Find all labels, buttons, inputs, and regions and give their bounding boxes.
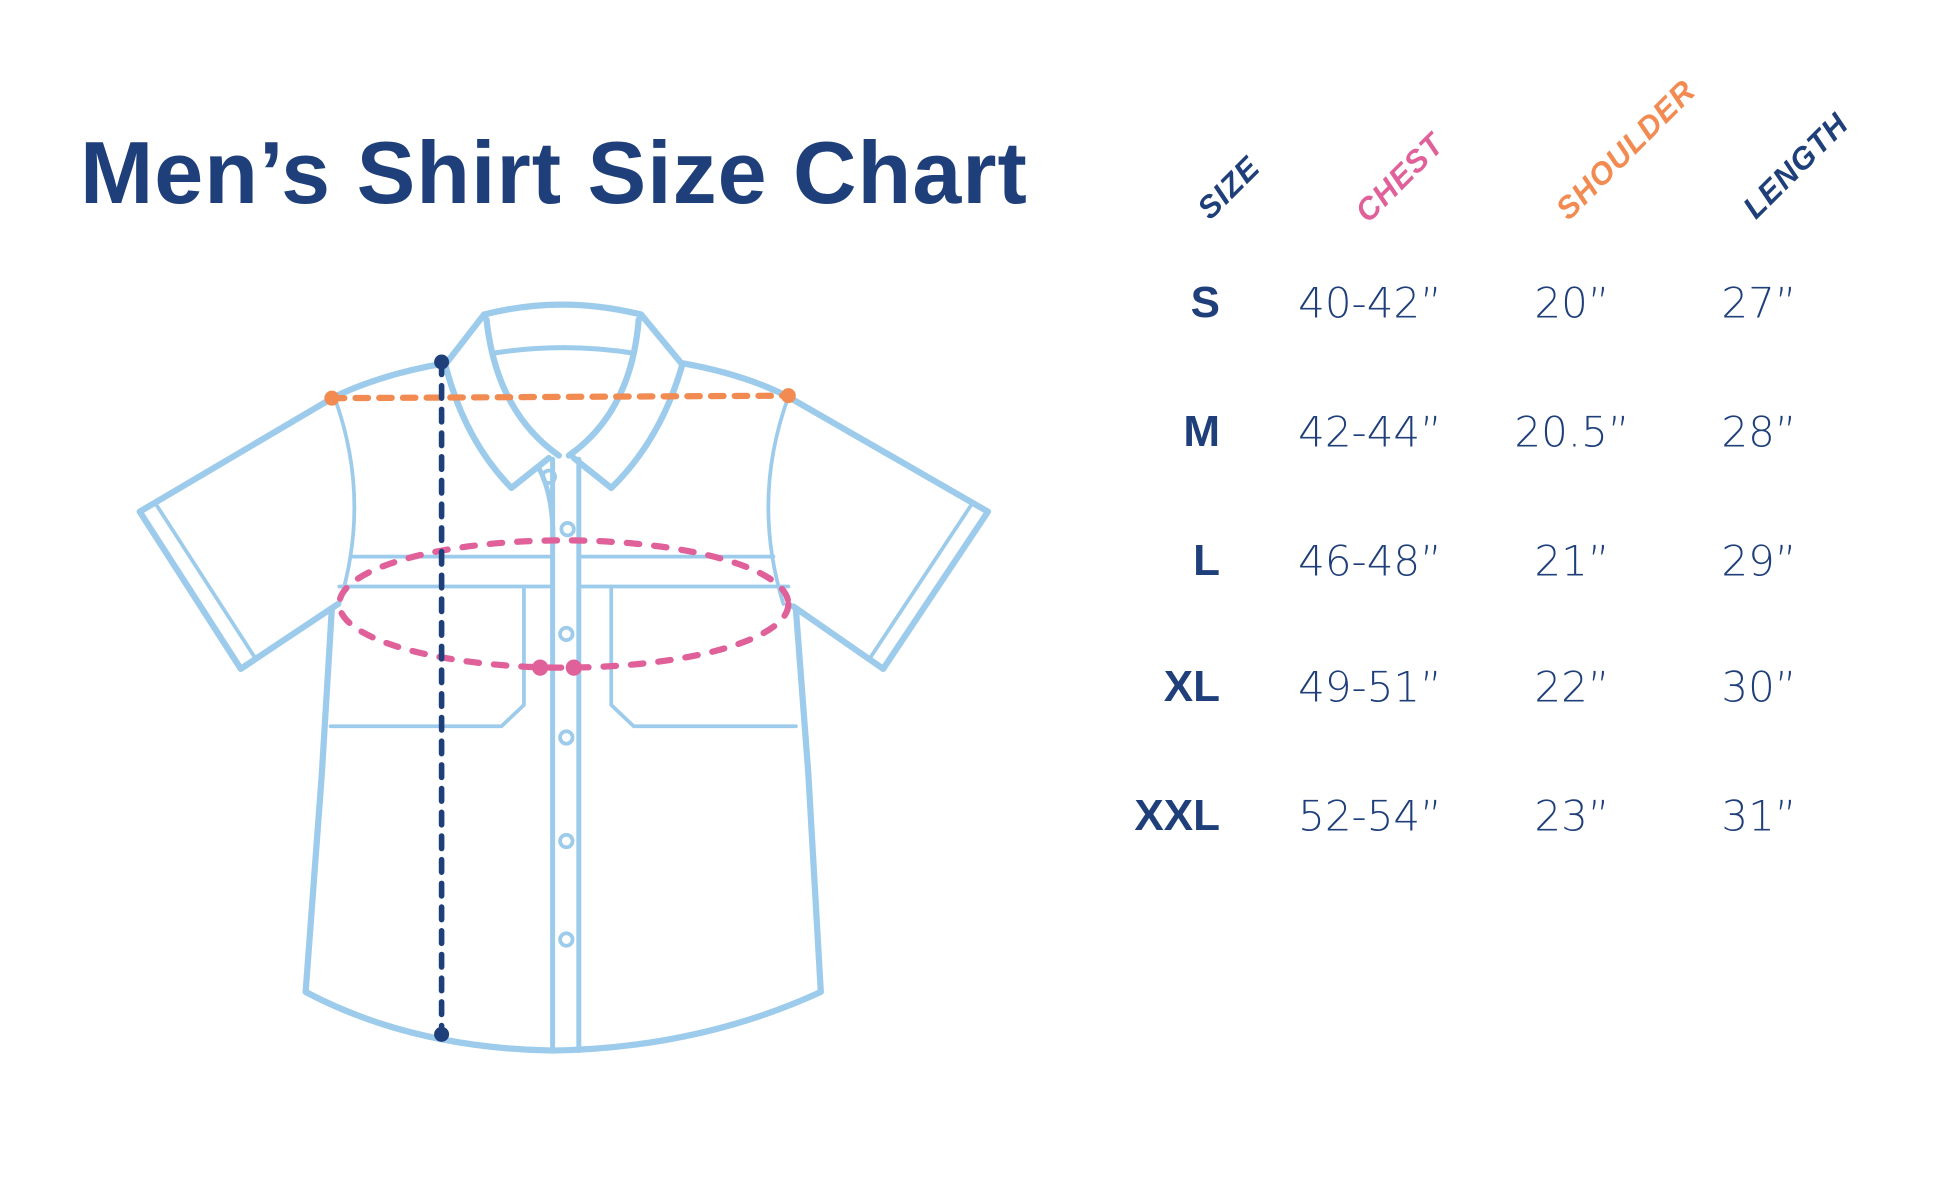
size-label: M	[1183, 407, 1220, 456]
button	[558, 832, 575, 850]
shoulder-value: 20.5”	[1514, 407, 1630, 457]
size-label: XXL	[1134, 791, 1220, 840]
yoke	[337, 554, 791, 589]
collar-right	[565, 311, 686, 492]
right-cuff	[867, 502, 974, 661]
button	[540, 468, 557, 485]
shirt-outline	[136, 301, 992, 1054]
placket	[536, 456, 582, 1054]
button	[558, 729, 575, 746]
size-label: L	[1193, 536, 1220, 585]
length-measure	[434, 354, 450, 1042]
collar-inner-line	[490, 345, 637, 356]
right-pocket	[609, 584, 798, 729]
shoulder-value: 20”	[1534, 278, 1610, 328]
size-label: S	[1190, 278, 1220, 327]
length-value: 31”	[1721, 791, 1797, 841]
length-value: 29”	[1721, 536, 1797, 586]
left-shoulder-sleeve	[136, 360, 449, 672]
chest-value: 40-42”	[1298, 278, 1442, 328]
shoulder-value: 22”	[1534, 662, 1610, 712]
chest-value: 46-48”	[1298, 536, 1442, 586]
size-label: XL	[1163, 662, 1220, 711]
button	[558, 625, 575, 643]
left-armhole	[332, 395, 357, 606]
length-value: 28”	[1721, 407, 1797, 457]
left-cuff	[154, 502, 258, 661]
shoulder-value: 23”	[1534, 791, 1610, 841]
body	[302, 605, 824, 1054]
chest-value: 52-54”	[1298, 791, 1442, 841]
right-shoulder-sleeve	[679, 360, 992, 672]
shoulder-measure	[324, 388, 796, 406]
right-armhole	[766, 395, 791, 606]
left-pocket	[328, 584, 526, 729]
collar-stand	[480, 301, 645, 318]
page-title: Men’s Shirt Size Chart	[80, 123, 1028, 222]
buttons	[540, 468, 576, 948]
button	[559, 521, 576, 538]
length-value: 27”	[1721, 278, 1797, 328]
length-value: 30”	[1721, 662, 1797, 712]
button	[558, 931, 575, 948]
chest-value: 42-44”	[1298, 407, 1442, 457]
chest-value: 49-51”	[1298, 662, 1442, 712]
collar-left	[442, 311, 562, 492]
shoulder-value: 21”	[1534, 536, 1610, 586]
chest-measure	[336, 537, 792, 676]
